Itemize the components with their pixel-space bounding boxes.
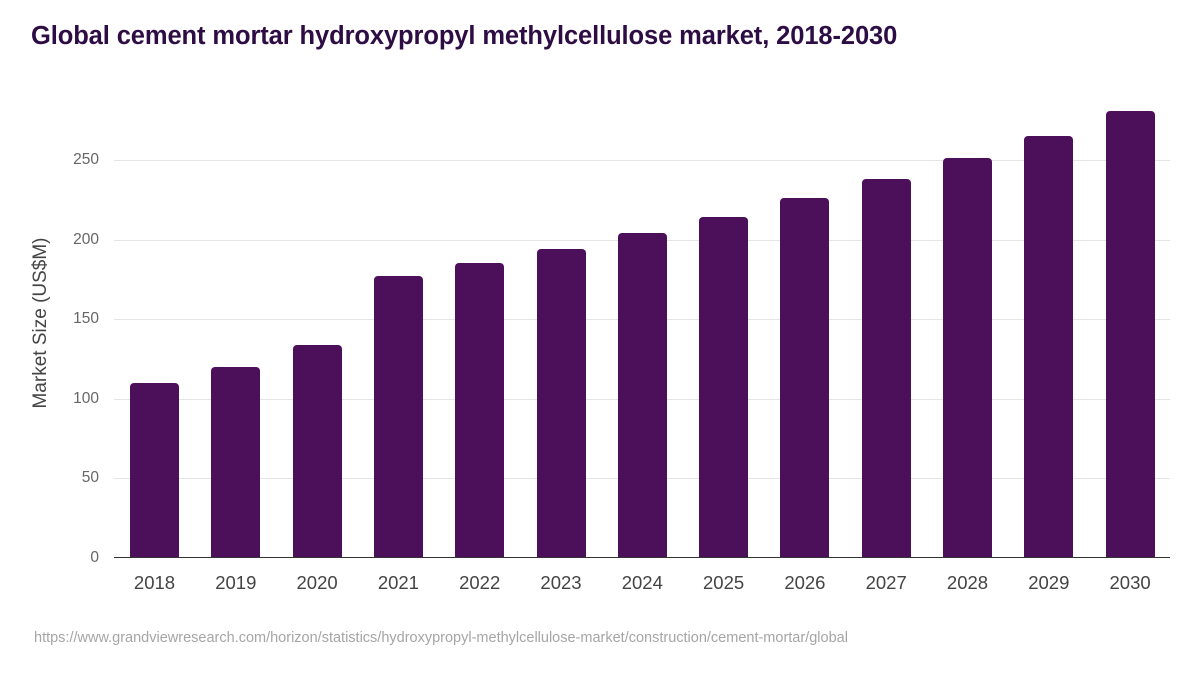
- bar-2030[interactable]: [1105, 110, 1155, 558]
- x-tick-label: 2021: [377, 572, 419, 593]
- bar-2023[interactable]: [536, 249, 586, 558]
- y-tick-label: 0: [90, 549, 99, 566]
- y-tick-label: 250: [73, 151, 99, 168]
- x-tick-label: 2026: [784, 572, 826, 593]
- bar-2021[interactable]: [373, 276, 423, 558]
- bar-2029[interactable]: [1024, 136, 1074, 558]
- bar-2027[interactable]: [861, 179, 911, 558]
- y-tick-label: 100: [73, 389, 99, 407]
- bar-2019[interactable]: [211, 366, 261, 558]
- x-tick-label: 2019: [215, 572, 257, 593]
- x-tick-label: 2023: [540, 572, 582, 593]
- bar-2025[interactable]: [699, 217, 749, 558]
- x-tick-label: 2018: [133, 572, 176, 593]
- bar-2022[interactable]: [455, 263, 505, 558]
- x-tick-label: 2020: [296, 572, 338, 593]
- chart-title: Global cement mortar hydroxypropyl methy…: [31, 22, 898, 50]
- source-url: https://www.grandviewresearch.com/horizo…: [34, 630, 848, 646]
- bar-2024[interactable]: [617, 233, 667, 558]
- plot-area: [114, 80, 1170, 558]
- x-tick-label: 2028: [946, 572, 989, 593]
- y-tick-label: 200: [73, 230, 99, 248]
- y-tick-label: 50: [81, 469, 99, 487]
- x-tick-label: 2022: [459, 572, 501, 593]
- x-axis-line: [114, 557, 1170, 558]
- x-tick-label: 2025: [703, 572, 745, 593]
- x-tick-label: 2030: [1109, 572, 1151, 593]
- x-tick-label: 2029: [1028, 572, 1070, 593]
- bar-2026[interactable]: [780, 198, 830, 558]
- x-tick-label: 2024: [621, 572, 663, 593]
- x-tick-label: 2027: [865, 572, 907, 593]
- bar-2018[interactable]: [130, 382, 179, 558]
- bar-2020[interactable]: [292, 344, 342, 558]
- gridline: [114, 160, 1170, 161]
- y-tick-label: 150: [73, 310, 99, 328]
- bar-2028[interactable]: [943, 158, 992, 558]
